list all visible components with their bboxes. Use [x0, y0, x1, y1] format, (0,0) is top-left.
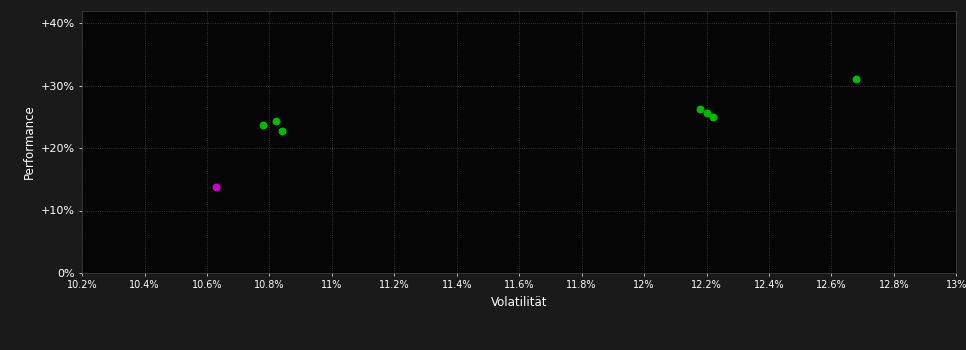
Point	[268, 118, 283, 124]
Point	[209, 184, 224, 190]
Point	[274, 128, 290, 133]
Point	[698, 110, 714, 116]
Point	[255, 122, 270, 128]
X-axis label: Volatilität: Volatilität	[491, 295, 548, 308]
Point	[705, 114, 721, 120]
Y-axis label: Performance: Performance	[22, 104, 36, 179]
Point	[849, 76, 865, 82]
Point	[693, 106, 708, 111]
